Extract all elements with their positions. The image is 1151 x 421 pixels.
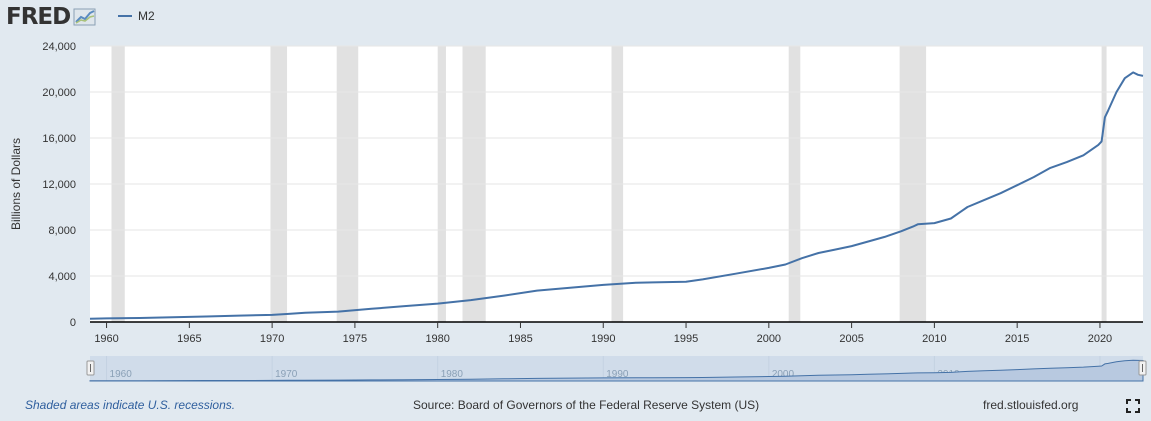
x-tick-label: 2020 [1088,333,1112,345]
x-tick-label: 1995 [674,333,698,345]
site-link[interactable]: fred.stlouisfed.org [983,398,1079,412]
gridlines [90,45,1143,277]
x-tick-labels: 1960 1965 1970 1975 1980 1985 1990 1995 2000 2005… [94,322,1112,345]
fred-logo-text: FRED [6,4,71,30]
source-text: Source: Board of Governors of the Federa… [413,398,760,412]
x-tick-label: 2005 [839,333,863,345]
x-tick-label: 2015 [1005,333,1029,345]
navigator-label: 1980 [441,369,464,380]
y-tick-label: 16,000 [42,133,76,145]
fred-logo[interactable]: FRED [6,3,97,31]
series-line-m2 [89,71,1144,320]
legend-swatch [118,15,132,17]
x-tick-label: 1975 [343,333,367,345]
navigator-label: 1970 [275,369,298,380]
y-tick-label: 24,000 [42,41,76,53]
legend-label: M2 [138,9,155,23]
navigator-label: 2000 [772,369,795,380]
y-tick-label: 20,000 [42,87,76,99]
x-tick-label: 1985 [508,333,532,345]
y-tick-label: 12,000 [42,179,76,191]
x-tick-label: 1965 [177,333,201,345]
y-axis-label: Billions of Dollars [9,138,23,230]
range-navigator[interactable]: 1960197019801990200020102020 [86,356,1147,382]
x-tick-label: 1980 [425,333,449,345]
x-tick-label: 1960 [94,333,118,345]
y-tick-label: 4,000 [48,271,76,283]
series-layer [89,71,1144,320]
recession-note: Shaded areas indicate U.S. recessions. [25,398,236,412]
y-tick-label: 8,000 [48,225,76,237]
x-tick-label: 2000 [757,333,781,345]
navigator-label: 1990 [606,369,629,380]
x-tick-label: 1970 [260,333,284,345]
y-tick-labels: 0 4,000 8,000 12,000 16,000 20,000 24,000 [42,41,76,329]
x-tick-label: 1990 [591,333,615,345]
y-tick-label: 0 [70,317,76,329]
fullscreen-icon[interactable] [1126,399,1140,413]
chart: 0 4,000 8,000 12,000 16,000 20,000 24,000 1960… [9,41,1147,382]
x-tick-label: 2010 [922,333,946,345]
legend: M2 [118,9,155,23]
chart-trend-icon [73,8,96,26]
navigator-label: 1960 [110,369,133,380]
navigator-area [89,359,1144,382]
